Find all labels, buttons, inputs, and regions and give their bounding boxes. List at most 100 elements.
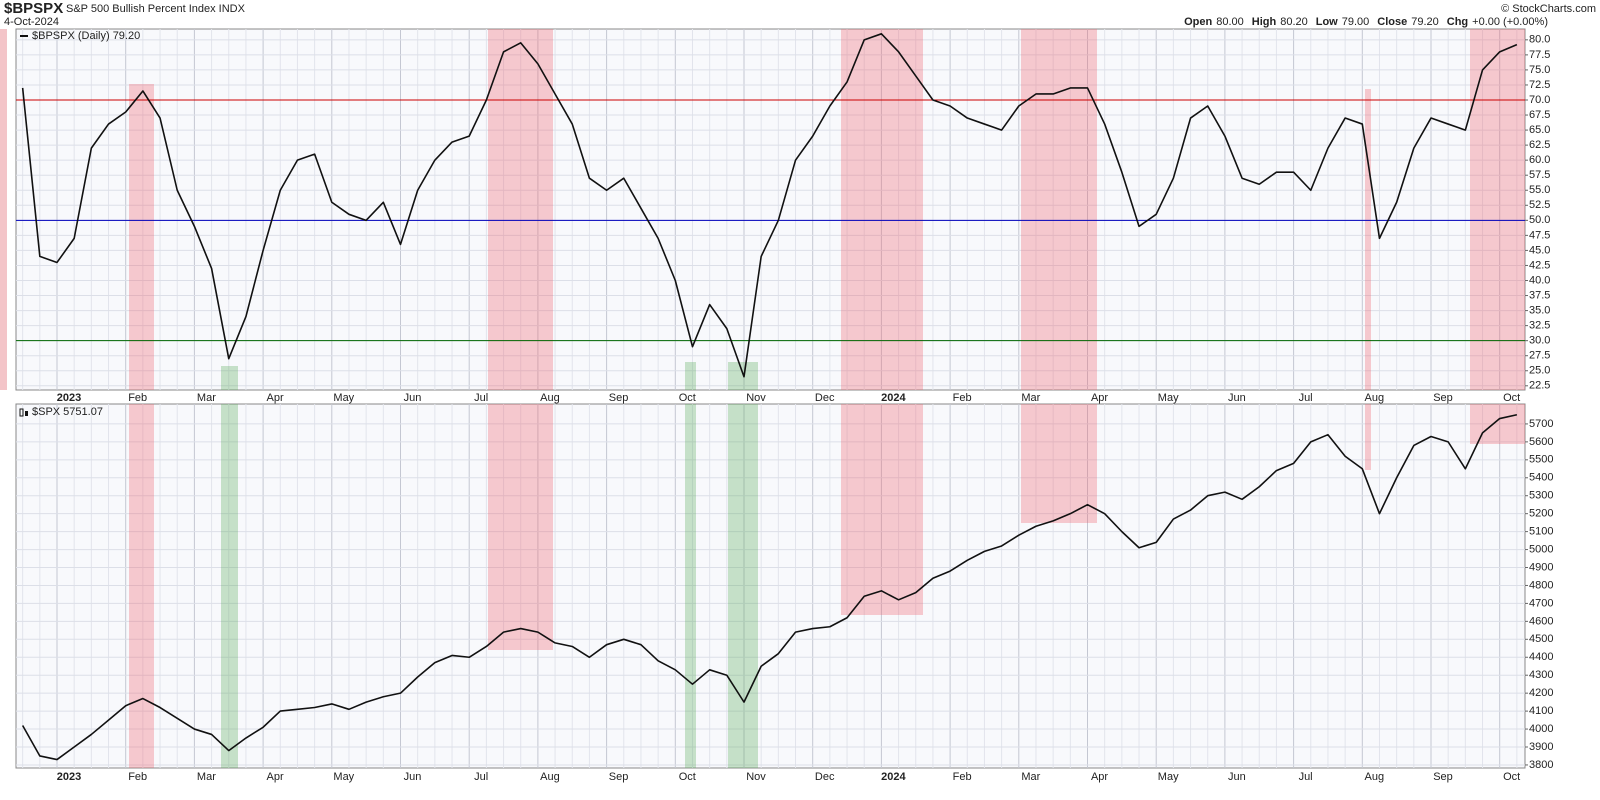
red-band xyxy=(129,404,154,768)
x-tick-label: Dec xyxy=(815,392,835,404)
quote-value: 80.00 xyxy=(1216,16,1244,28)
red-band xyxy=(1470,29,1525,390)
series-line xyxy=(21,33,1518,378)
y-tick-label: 5500 xyxy=(1529,454,1553,466)
y-tick-label: 30.0 xyxy=(1529,335,1550,347)
y-tick-label: 5300 xyxy=(1529,490,1553,502)
y-tick-label: 3800 xyxy=(1529,759,1553,771)
x-tick-label: 2023 xyxy=(57,392,81,404)
x-tick-label: May xyxy=(333,392,354,404)
x-tick-label: Dec xyxy=(815,771,835,783)
y-tick-label: 40.0 xyxy=(1529,274,1550,286)
y-tick-label: 5200 xyxy=(1529,508,1553,520)
x-tick-label: Aug xyxy=(540,392,560,404)
quote-value: 80.20 xyxy=(1280,16,1308,28)
quote: Open 80.00 High 80.20 Low 79.00 Close 79.20 Chg +… xyxy=(1184,16,1548,28)
red-band xyxy=(1470,404,1525,444)
x-tick-label: Sep xyxy=(609,771,629,783)
y-tick-label: 4800 xyxy=(1529,579,1553,591)
quote-label: Open xyxy=(1184,16,1212,28)
x-tick-label: Feb xyxy=(953,771,972,783)
y-tick-label: 75.0 xyxy=(1529,64,1550,76)
y-tick-label: 4000 xyxy=(1529,723,1553,735)
x-tick-label: May xyxy=(333,771,354,783)
x-tick-label: Sep xyxy=(609,392,629,404)
quote-label: High xyxy=(1252,16,1277,28)
x-tick-label: Jun xyxy=(1228,771,1246,783)
x-tick-label: 2024 xyxy=(881,771,906,783)
x-tick-label: Sep xyxy=(1433,771,1453,783)
green-band xyxy=(221,366,238,390)
x-tick-label: Jun xyxy=(404,771,422,783)
chart-date: 4-Oct-2024 xyxy=(4,16,59,28)
red-band xyxy=(488,29,553,390)
y-tick-label: 80.0 xyxy=(1529,34,1550,46)
y-tick-label: 47.5 xyxy=(1529,229,1550,241)
legend-entry: $BPSPX (Daily) 79.20 xyxy=(32,30,140,42)
x-tick-label: Nov xyxy=(746,392,766,404)
y-tick-label: 72.5 xyxy=(1529,79,1550,91)
y-tick-label: 62.5 xyxy=(1529,139,1550,151)
series-line xyxy=(21,413,1518,761)
y-tick-label: 77.5 xyxy=(1529,49,1550,61)
legend-swatch xyxy=(25,411,28,416)
y-tick-label: 4700 xyxy=(1529,597,1553,609)
green-band xyxy=(685,362,696,390)
quote-label: Low xyxy=(1316,16,1338,28)
x-tick-label: Aug xyxy=(540,771,560,783)
x-tick-label: Sep xyxy=(1433,392,1453,404)
y-tick-label: 3900 xyxy=(1529,741,1553,753)
y-tick-label: 4100 xyxy=(1529,705,1553,717)
x-tick-label: Apr xyxy=(267,392,284,404)
y-tick-label: 50.0 xyxy=(1529,214,1550,226)
y-tick-label: 5100 xyxy=(1529,526,1553,538)
x-tick-label: Mar xyxy=(197,771,216,783)
y-tick-label: 4200 xyxy=(1529,687,1553,699)
red-band xyxy=(1021,404,1097,523)
x-tick-label: Nov xyxy=(746,771,766,783)
y-tick-label: 22.5 xyxy=(1529,380,1550,392)
chart-subtitle: S&P 500 Bullish Percent Index INDX xyxy=(66,3,246,15)
red-band xyxy=(1021,29,1097,390)
x-tick-label: 2024 xyxy=(881,392,906,404)
y-tick-label: 57.5 xyxy=(1529,169,1550,181)
highlight-bands xyxy=(129,29,1525,768)
quote-label: Close xyxy=(1377,16,1407,28)
x-tick-label: Feb xyxy=(953,392,972,404)
quote-label: Chg xyxy=(1447,16,1468,28)
y-tick-label: 32.5 xyxy=(1529,320,1550,332)
quote-value: 79.20 xyxy=(1411,16,1439,28)
red-band xyxy=(129,84,154,390)
y-tick-label: 55.0 xyxy=(1529,184,1550,196)
x-tick-label: May xyxy=(1158,771,1179,783)
y-tick-label: 5000 xyxy=(1529,543,1553,555)
x-tick-label: Oct xyxy=(679,771,696,783)
x-tick-label: Jun xyxy=(1228,392,1246,404)
y-tick-label: 67.5 xyxy=(1529,109,1550,121)
red-band xyxy=(1365,89,1371,390)
y-tick-label: 4900 xyxy=(1529,561,1553,573)
y-tick-label: 37.5 xyxy=(1529,289,1550,301)
red-band xyxy=(488,404,553,650)
left-strip xyxy=(0,29,7,390)
red-band xyxy=(841,29,923,390)
y-tick-label: 4600 xyxy=(1529,615,1553,627)
y-tick-label: 5600 xyxy=(1529,436,1553,448)
x-tick-label: 2023 xyxy=(57,771,81,783)
y-tick-label: 4500 xyxy=(1529,633,1553,645)
y-tick-label: 65.0 xyxy=(1529,124,1550,136)
green-band xyxy=(685,404,696,768)
x-tick-label: Jun xyxy=(404,392,422,404)
x-tick-label: Jul xyxy=(474,771,488,783)
quote-value: +0.00 (+0.00%) xyxy=(1472,16,1548,28)
x-tick-label: Aug xyxy=(1365,771,1385,783)
credit: © StockCharts.com xyxy=(1501,3,1596,15)
y-tick-label: 35.0 xyxy=(1529,304,1550,316)
x-tick-label: Oct xyxy=(1503,771,1520,783)
x-tick-label: Jul xyxy=(1299,392,1313,404)
x-tick-label: Oct xyxy=(679,392,696,404)
y-tick-label: 27.5 xyxy=(1529,350,1550,362)
legend-swatch xyxy=(19,408,24,417)
chart-title: $BPSPX xyxy=(4,0,63,17)
